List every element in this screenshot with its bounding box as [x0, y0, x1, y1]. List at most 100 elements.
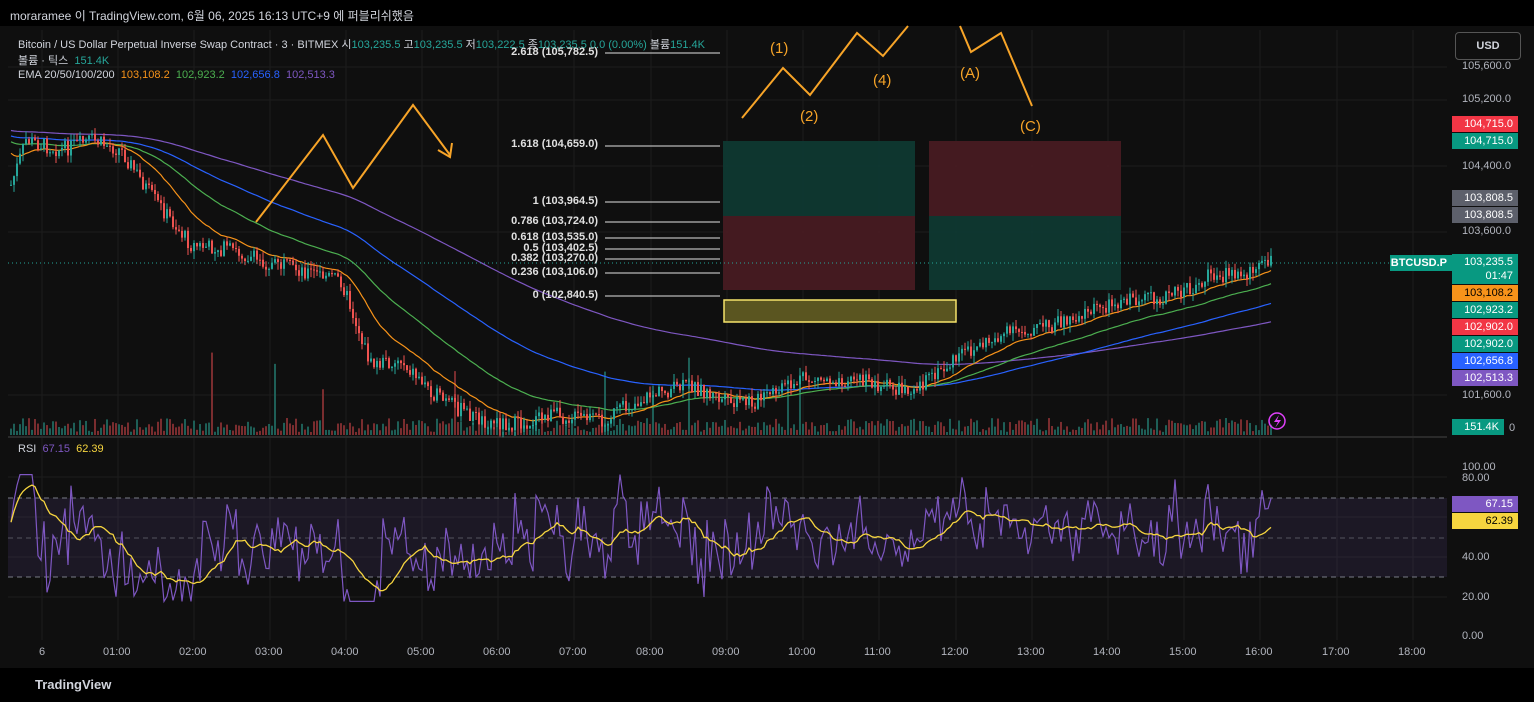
- candle: [1138, 301, 1140, 306]
- candle: [64, 140, 66, 148]
- volume-bar: [79, 420, 81, 435]
- wave-label[interactable]: (C): [1020, 118, 1041, 135]
- volume-bar: [973, 422, 975, 435]
- symbol-legend[interactable]: Bitcoin / US Dollar Perpetual Inverse Sw…: [18, 39, 705, 51]
- fib-label: 0.5 (103,402.5): [523, 242, 598, 254]
- candle: [325, 275, 327, 279]
- candle: [403, 363, 405, 366]
- volume-bar: [640, 421, 642, 435]
- volume-bar: [343, 425, 345, 435]
- wave-label[interactable]: (4): [873, 72, 892, 89]
- volume-bar: [979, 431, 981, 435]
- volume-bar: [121, 424, 123, 435]
- rsi-legend[interactable]: RSI 67.15 62.39: [18, 443, 104, 455]
- time-axis-label: 05:00: [407, 646, 435, 658]
- candle: [322, 271, 324, 279]
- candle: [91, 134, 93, 136]
- volume-bar: [916, 430, 918, 435]
- currency-button[interactable]: USD: [1455, 32, 1521, 60]
- volume-bar: [652, 385, 654, 435]
- candle: [787, 380, 789, 385]
- chart-frame[interactable]: [0, 26, 1534, 668]
- target-zone-box[interactable]: [723, 299, 957, 323]
- volume-bar: [451, 418, 453, 435]
- long-position-tool[interactable]: [723, 141, 915, 290]
- volume-bar: [139, 427, 141, 435]
- wave-label[interactable]: (A): [960, 65, 980, 82]
- volume-bar: [286, 418, 288, 435]
- candle: [529, 426, 531, 429]
- volume-bar: [61, 428, 63, 435]
- volume-bar: [349, 422, 351, 435]
- short-position-tool[interactable]: [929, 141, 1121, 290]
- volume-bar: [1159, 430, 1161, 435]
- volume-bar: [73, 422, 75, 435]
- time-axis-label: 18:00: [1398, 646, 1426, 658]
- candle: [469, 408, 471, 421]
- candle: [1069, 316, 1071, 325]
- volume-bar: [517, 418, 519, 435]
- symbol-title[interactable]: Bitcoin / US Dollar Perpetual Inverse Sw…: [18, 39, 339, 51]
- candle: [499, 418, 501, 430]
- volume-bar: [133, 429, 135, 435]
- volume-bar: [598, 424, 600, 435]
- zigzag-drawing-1[interactable]: [255, 103, 451, 223]
- elliott-wave-drawing[interactable]: [741, 25, 909, 119]
- volume-bar: [610, 430, 612, 435]
- candle: [31, 137, 33, 144]
- volume-bar: [184, 419, 186, 435]
- volume-bar: [1147, 418, 1149, 435]
- candle: [640, 402, 642, 406]
- candle: [43, 138, 45, 149]
- candle: [625, 401, 627, 411]
- candle: [1018, 329, 1020, 332]
- volume-bar: [862, 429, 864, 435]
- volume-bar: [268, 423, 270, 435]
- fib-label: 1.618 (104,659.0): [511, 138, 598, 150]
- candle: [730, 396, 732, 404]
- candle: [847, 381, 849, 386]
- volume-bar: [1225, 418, 1227, 435]
- candle: [793, 383, 795, 389]
- volume-bar: [172, 423, 174, 435]
- candle: [697, 382, 699, 397]
- candle: [1114, 304, 1116, 307]
- volume-bar: [187, 425, 189, 435]
- volume-bar: [481, 421, 483, 435]
- volume-bar: [190, 428, 192, 435]
- candle: [700, 384, 702, 397]
- volume-bar: [223, 427, 225, 435]
- time-axis-label: 07:00: [559, 646, 587, 658]
- candle: [604, 425, 606, 427]
- volume-bar: [106, 419, 108, 435]
- volume-bar: [82, 425, 84, 435]
- candle: [475, 411, 477, 413]
- candle: [1006, 326, 1008, 334]
- candle: [55, 151, 57, 157]
- candle: [979, 342, 981, 347]
- volume-bar: [484, 431, 486, 435]
- volume-bar: [418, 420, 420, 435]
- wave-label[interactable]: (1): [770, 40, 789, 57]
- candle: [673, 381, 675, 389]
- lightning-icon[interactable]: [1268, 412, 1286, 430]
- candle: [478, 412, 480, 425]
- candle: [1177, 287, 1179, 291]
- volume-bar: [424, 423, 426, 435]
- volume-legend[interactable]: 볼륨 · 틱스 151.4K: [18, 55, 110, 67]
- candle: [175, 227, 177, 230]
- abc-wave-drawing[interactable]: [959, 25, 1033, 107]
- volume-bar: [1003, 422, 1005, 435]
- candle: [1204, 281, 1206, 287]
- ema-legend[interactable]: EMA 20/50/100/200 103,108.2 102,923.2 10…: [18, 69, 335, 81]
- candle: [1123, 298, 1125, 300]
- candle: [1162, 303, 1164, 305]
- volume-bar: [10, 428, 12, 435]
- candle: [313, 269, 315, 271]
- price-tag: 102,902.0: [1452, 336, 1518, 352]
- candle: [874, 381, 876, 388]
- volume-bar: [265, 426, 267, 435]
- candle: [1051, 327, 1053, 332]
- wave-label[interactable]: (2): [800, 108, 819, 125]
